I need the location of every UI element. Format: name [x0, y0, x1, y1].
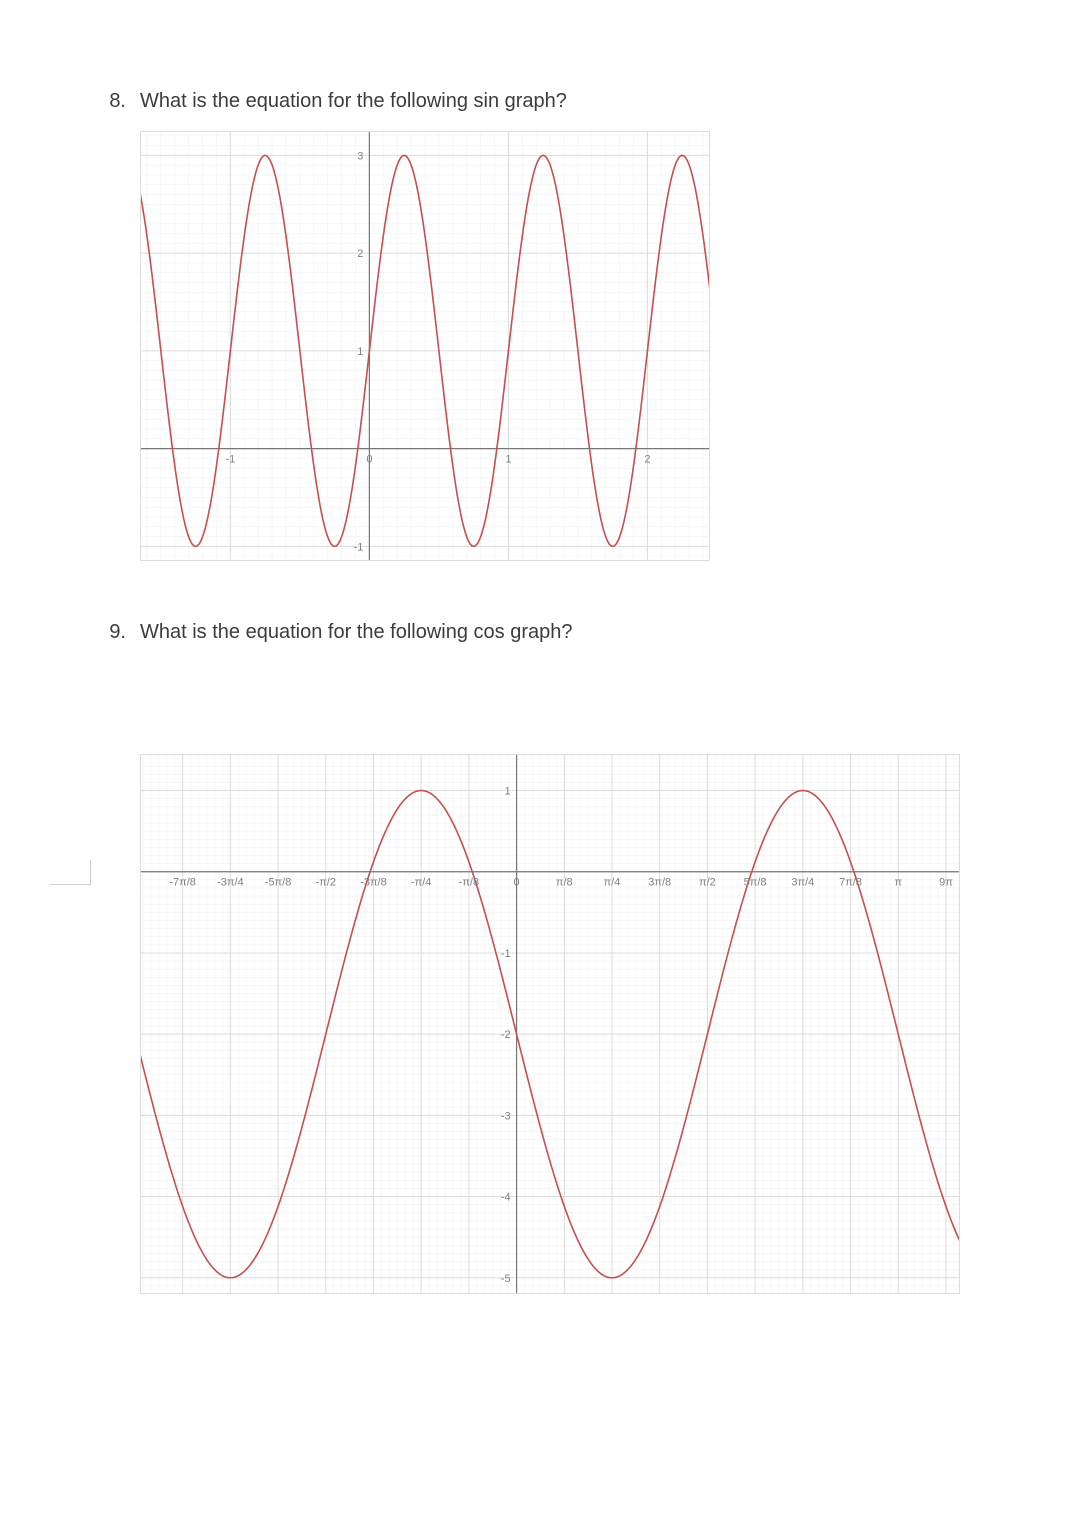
svg-text:1: 1 [505, 454, 511, 466]
svg-text:-π/4: -π/4 [411, 877, 431, 889]
svg-text:-3π/8: -3π/8 [360, 877, 387, 889]
question-9-number: 9. [90, 621, 140, 644]
svg-text:2: 2 [644, 454, 650, 466]
svg-text:-1: -1 [501, 948, 511, 960]
svg-text:3π/8: 3π/8 [648, 877, 671, 889]
svg-text:5π/8: 5π/8 [744, 877, 767, 889]
svg-text:π/8: π/8 [556, 877, 573, 889]
svg-text:0: 0 [366, 454, 372, 466]
svg-text:π: π [894, 877, 902, 889]
svg-text:π/2: π/2 [699, 877, 716, 889]
svg-text:-3π/4: -3π/4 [217, 877, 244, 889]
svg-text:π/4: π/4 [604, 877, 621, 889]
svg-text:-π/8: -π/8 [459, 877, 479, 889]
svg-text:3: 3 [357, 150, 363, 162]
svg-text:3π/4: 3π/4 [791, 877, 814, 889]
svg-text:1: 1 [357, 346, 363, 358]
svg-text:1: 1 [504, 786, 510, 798]
svg-text:7π/8: 7π/8 [839, 877, 862, 889]
question-9: 9. What is the equation for the followin… [90, 621, 990, 644]
svg-text:-4: -4 [501, 1192, 511, 1204]
svg-text:-π/2: -π/2 [316, 877, 336, 889]
chart-9-wrap: -7π/8 -3π/4 -5π/8 -π/2 -3π/8 -π/4 -π/8 0 π/8 π/4 3… [140, 754, 990, 1294]
svg-text:-5: -5 [501, 1273, 511, 1285]
svg-text:-1: -1 [225, 454, 235, 466]
question-9-text: What is the equation for the following c… [140, 621, 572, 644]
chart-8-wrap: -1 0 1 2 -1 1 2 3 [140, 131, 990, 561]
svg-text:9π: 9π [939, 877, 953, 889]
question-8: 8. What is the equation for the followin… [90, 90, 990, 113]
svg-text:-5π/8: -5π/8 [265, 877, 292, 889]
question-8-number: 8. [90, 90, 140, 113]
svg-text:0: 0 [514, 877, 520, 889]
sin-chart: -1 0 1 2 -1 1 2 3 [140, 131, 710, 561]
svg-text:-7π/8: -7π/8 [169, 877, 196, 889]
margin-annotation-mark [50, 860, 91, 885]
svg-text:-2: -2 [501, 1029, 511, 1041]
question-8-text: What is the equation for the following s… [140, 90, 567, 113]
worksheet-page: 8. What is the equation for the followin… [0, 0, 1080, 1534]
svg-text:-1: -1 [354, 541, 364, 553]
svg-text:2: 2 [357, 248, 363, 260]
cos-chart: -7π/8 -3π/4 -5π/8 -π/2 -3π/8 -π/4 -π/8 0 π/8 π/4 3… [140, 754, 960, 1294]
svg-text:-3: -3 [501, 1110, 511, 1122]
